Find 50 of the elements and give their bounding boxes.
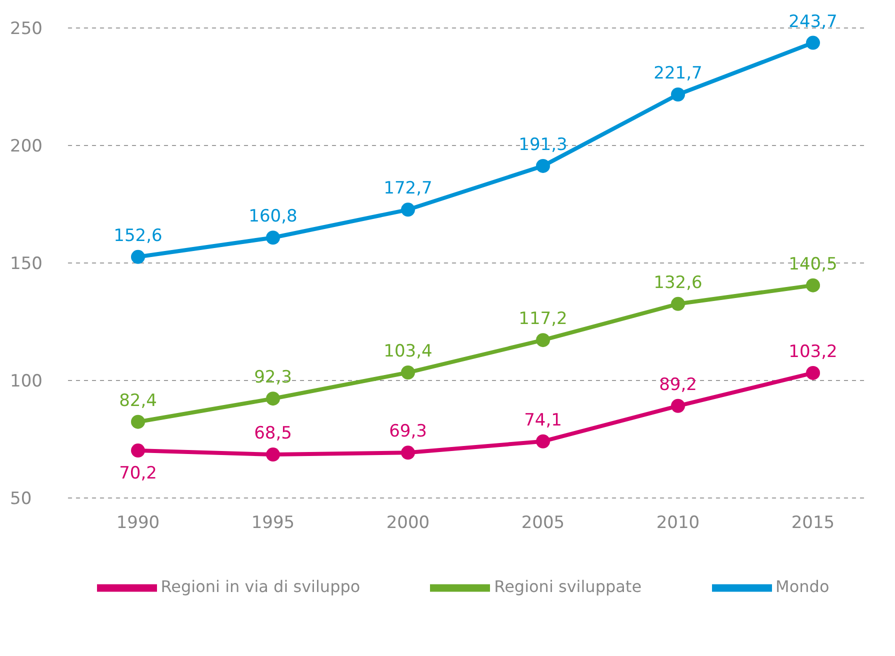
data-label: 92,3: [254, 368, 292, 388]
point: [266, 230, 280, 245]
data-label: 221,7: [654, 64, 702, 84]
data-label: 68,5: [254, 424, 292, 444]
point: [806, 366, 820, 380]
data-label: 191,3: [518, 134, 568, 155]
data-label: 152,6: [114, 226, 162, 246]
data-label: 70,2: [119, 464, 157, 484]
x-tick-label: 1990: [116, 513, 160, 534]
point: [536, 158, 550, 173]
y-tick-label: 250: [10, 19, 42, 40]
x-tick-label: 2015: [791, 513, 835, 534]
point: [131, 444, 145, 458]
point: [401, 446, 415, 460]
data-label: 82,4: [119, 390, 157, 411]
point: [266, 448, 280, 462]
point: [266, 392, 280, 406]
point: [401, 202, 415, 217]
data-label: 160,8: [248, 206, 298, 227]
point: [131, 414, 145, 429]
y-tick-label: 200: [10, 136, 42, 157]
legend-label: Regioni sviluppate: [494, 577, 642, 596]
point: [536, 434, 550, 448]
legend-label: Regioni in via di sviluppo: [160, 577, 360, 596]
legend-label: Mondo: [776, 577, 830, 596]
x-tick-label: 2010: [656, 513, 700, 534]
y-tick-label: 150: [10, 254, 42, 274]
x-tick-label: 2005: [521, 513, 565, 534]
data-label: 103,4: [384, 342, 432, 362]
data-label: 140,5: [788, 254, 838, 274]
point: [671, 88, 685, 102]
point: [536, 333, 550, 348]
data-label: 117,2: [518, 309, 568, 330]
point: [131, 250, 145, 264]
data-label: 132,6: [654, 272, 702, 293]
data-label: 74,1: [524, 410, 562, 430]
point: [671, 296, 685, 311]
data-label: 172,7: [384, 178, 432, 199]
data-label: 89,2: [659, 374, 697, 395]
point: [806, 36, 820, 50]
point: [806, 278, 820, 292]
point: [671, 398, 685, 413]
y-tick-label: 100: [10, 372, 42, 392]
y-tick-label: 50: [10, 489, 32, 510]
data-label: 69,3: [389, 422, 427, 442]
data-label: 243,7: [788, 12, 838, 32]
x-tick-label: 2000: [386, 513, 430, 534]
x-tick-label: 1995: [251, 513, 295, 534]
point: [401, 366, 415, 380]
data-label: 103,2: [788, 342, 838, 362]
